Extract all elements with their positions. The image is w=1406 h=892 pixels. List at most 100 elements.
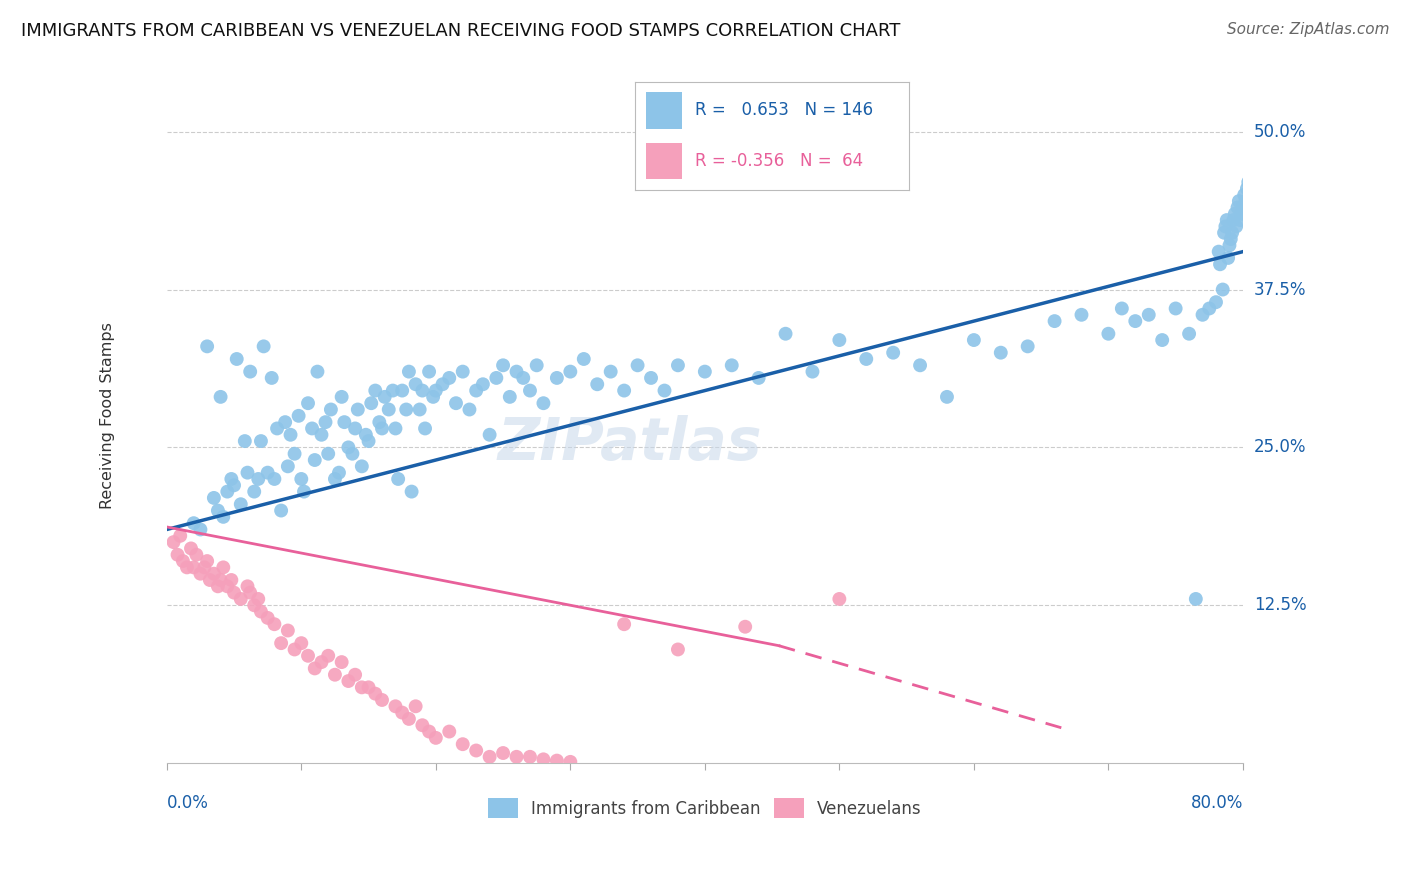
Point: [748, 371, 770, 385]
Point: [344, 421, 367, 435]
Point: [316, 648, 339, 663]
Point: [1152, 333, 1174, 347]
Point: [1218, 238, 1240, 252]
Point: [666, 359, 689, 373]
Point: [360, 396, 382, 410]
Text: 12.5%: 12.5%: [1254, 596, 1306, 615]
Point: [243, 484, 266, 499]
Point: [801, 365, 824, 379]
Point: [1220, 226, 1243, 240]
Point: [391, 706, 413, 720]
Point: [499, 390, 522, 404]
Point: [626, 359, 648, 373]
Point: [323, 667, 346, 681]
Text: ZIPatlas: ZIPatlas: [498, 415, 762, 472]
Point: [398, 712, 420, 726]
Point: [1164, 301, 1187, 316]
Point: [315, 415, 337, 429]
Point: [387, 472, 409, 486]
Point: [207, 503, 229, 517]
Point: [1123, 314, 1146, 328]
Point: [195, 339, 218, 353]
Point: [478, 427, 501, 442]
Point: [640, 371, 662, 385]
Point: [465, 384, 488, 398]
Point: [1227, 194, 1250, 208]
Point: [166, 548, 188, 562]
Point: [734, 620, 756, 634]
Point: [471, 377, 494, 392]
Point: [337, 441, 360, 455]
Point: [572, 351, 595, 366]
Point: [411, 718, 433, 732]
Point: [908, 359, 931, 373]
Point: [330, 390, 353, 404]
Point: [391, 384, 413, 398]
Point: [384, 421, 406, 435]
Point: [198, 573, 221, 587]
Point: [560, 755, 582, 769]
Point: [1209, 257, 1232, 271]
Point: [247, 591, 270, 606]
Point: [405, 377, 427, 392]
Text: IMMIGRANTS FROM CARIBBEAN VS VENEZUELAN RECEIVING FOOD STAMPS CORRELATION CHART: IMMIGRANTS FROM CARIBBEAN VS VENEZUELAN …: [21, 22, 900, 40]
Point: [169, 529, 191, 543]
Point: [1178, 326, 1201, 341]
Point: [256, 611, 278, 625]
Text: 80.0%: 80.0%: [1191, 794, 1243, 812]
Point: [239, 365, 262, 379]
Text: 50.0%: 50.0%: [1254, 123, 1306, 141]
Point: [425, 384, 447, 398]
Point: [207, 579, 229, 593]
Point: [1205, 295, 1227, 310]
Point: [720, 359, 742, 373]
Point: [1212, 283, 1234, 297]
Point: [398, 365, 420, 379]
Point: [344, 667, 367, 681]
Point: [377, 402, 399, 417]
Point: [451, 737, 474, 751]
Point: [280, 427, 302, 442]
Point: [828, 591, 851, 606]
Point: [284, 447, 307, 461]
Point: [221, 573, 243, 587]
Point: [277, 624, 299, 638]
Point: [222, 585, 245, 599]
Point: [1233, 187, 1256, 202]
Point: [654, 384, 676, 398]
Point: [526, 359, 548, 373]
Point: [212, 560, 235, 574]
Point: [354, 427, 377, 442]
Point: [963, 333, 986, 347]
Point: [1215, 219, 1237, 234]
Point: [195, 554, 218, 568]
Point: [1237, 175, 1260, 189]
Point: [519, 749, 541, 764]
Point: [775, 326, 797, 341]
Point: [209, 390, 232, 404]
Point: [492, 359, 515, 373]
Point: [307, 365, 329, 379]
Point: [1240, 125, 1263, 139]
Point: [465, 743, 488, 757]
Point: [458, 402, 481, 417]
Point: [381, 384, 404, 398]
Point: [1219, 232, 1241, 246]
Point: [304, 453, 326, 467]
Point: [512, 371, 534, 385]
Point: [270, 503, 292, 517]
Point: [357, 681, 380, 695]
Point: [418, 724, 440, 739]
Point: [505, 365, 527, 379]
Point: [828, 333, 851, 347]
Text: 0.0%: 0.0%: [167, 794, 208, 812]
Point: [236, 466, 259, 480]
Point: [256, 466, 278, 480]
Point: [1230, 207, 1253, 221]
Point: [316, 447, 339, 461]
Point: [357, 434, 380, 448]
Point: [1216, 213, 1239, 227]
Point: [217, 484, 239, 499]
Point: [371, 693, 394, 707]
Point: [346, 402, 368, 417]
